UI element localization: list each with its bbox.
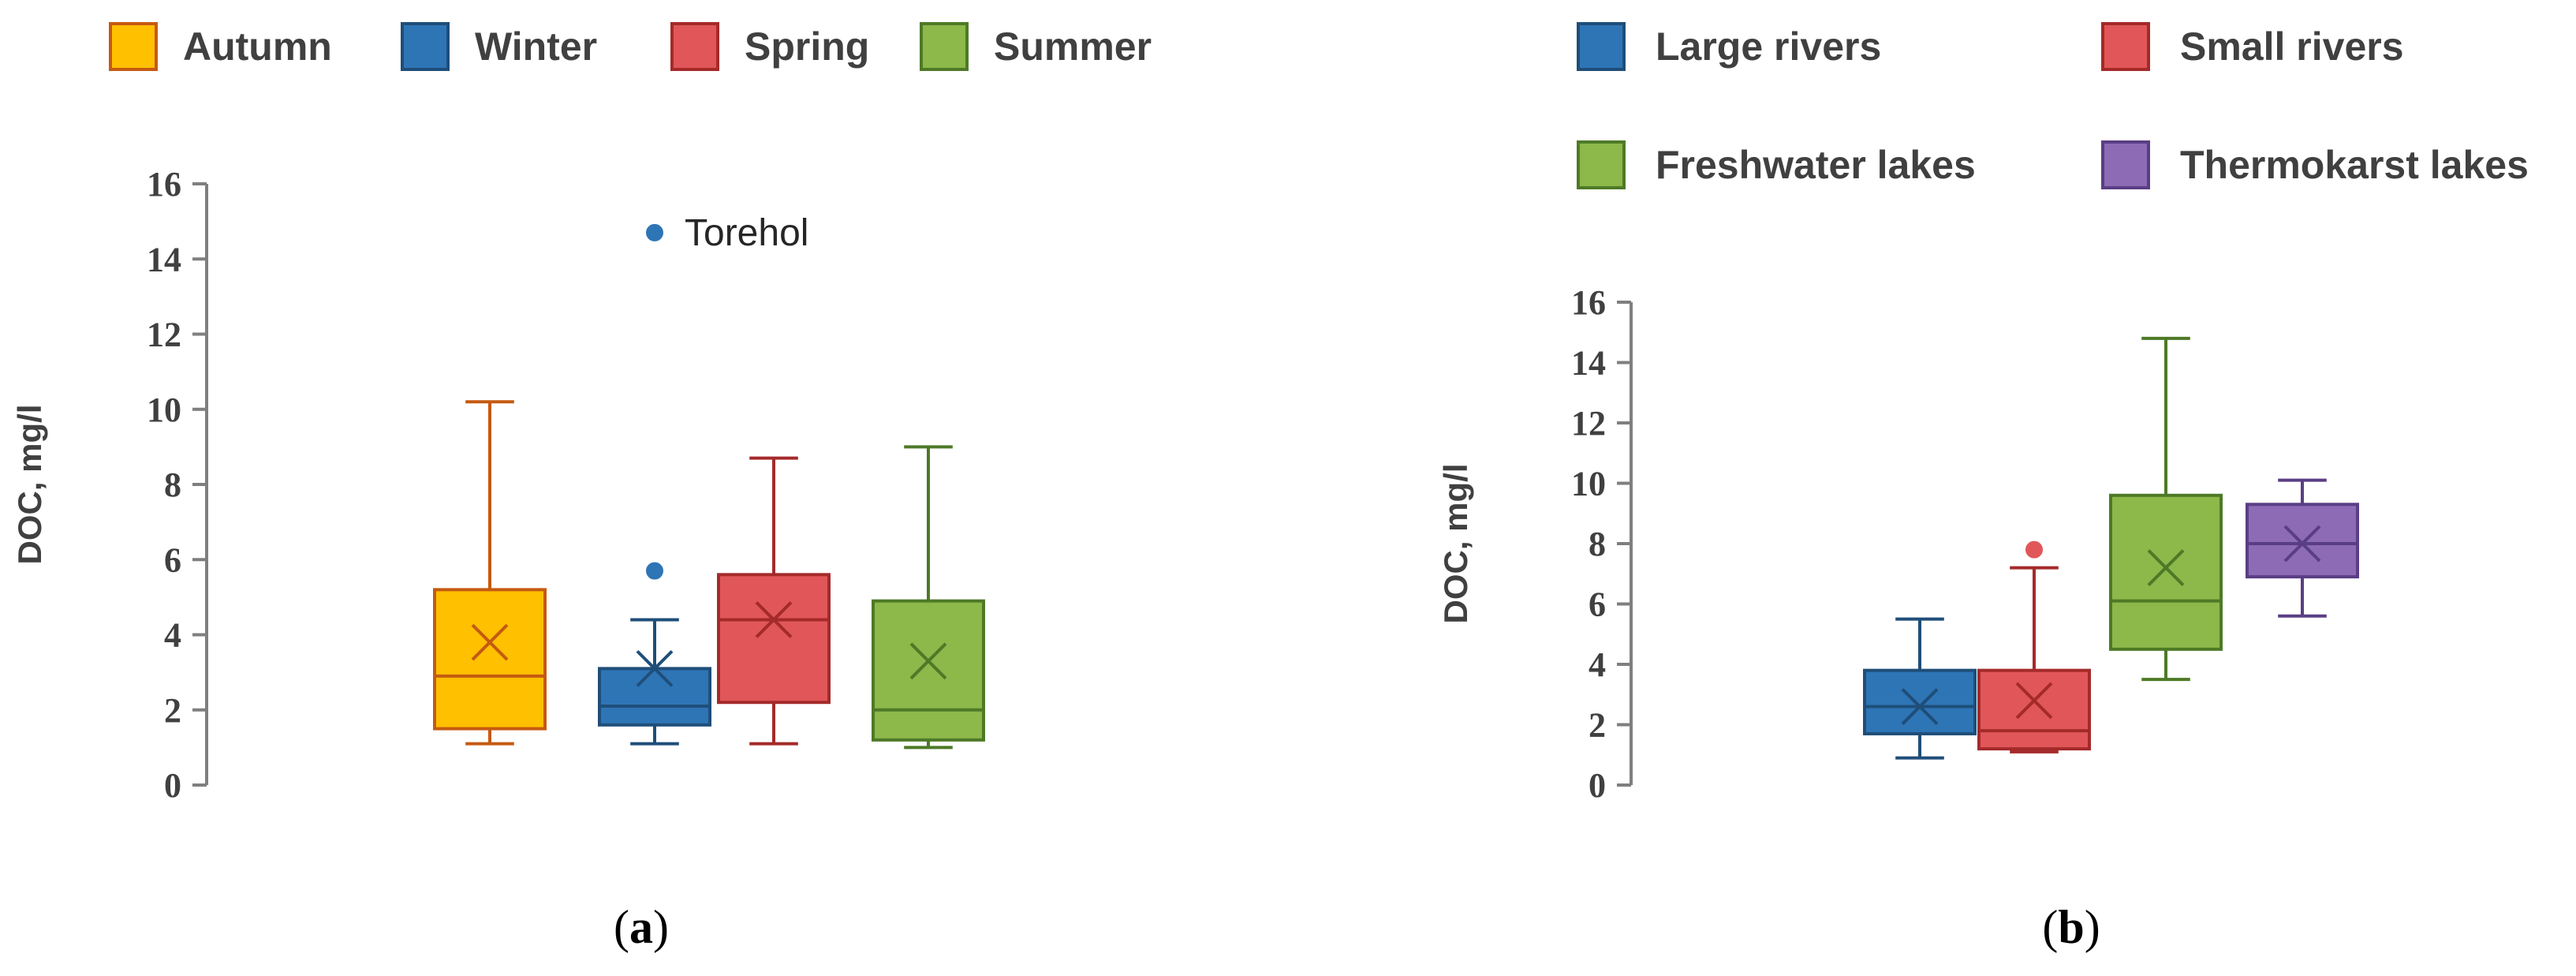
iqr-box (2109, 493, 2223, 651)
y-tick-label: 6 (164, 540, 181, 579)
legend-item-thermokarst-lakes: Thermokarst lakes (2101, 140, 2529, 189)
legend-item-large-rivers: Large rivers (1577, 22, 1881, 71)
panel-label-part: ) (653, 901, 669, 953)
legend-label: Summer (994, 24, 1152, 69)
iqr-box (1863, 668, 1977, 735)
legend-item-summer: Summer (920, 22, 1152, 71)
box-small-rivers (1977, 539, 2091, 754)
box-summer (872, 445, 985, 750)
legend: Autumn Winter Spring Summer (109, 22, 1152, 71)
legend-swatch (401, 22, 450, 71)
y-tick-label: 16 (1571, 283, 1606, 322)
legend-label: Small rivers (2180, 24, 2404, 69)
legend-label: Large rivers (1656, 24, 1881, 69)
y-axis-title: DOC, mg/l (11, 404, 48, 564)
annotation-label: Torehol (685, 212, 808, 254)
legend-item-spring: Spring (670, 22, 869, 71)
y-tick-label: 12 (1571, 404, 1606, 443)
iqr-box (1977, 668, 2091, 751)
mean-marker (2147, 549, 2185, 587)
outlier-point (2024, 539, 2044, 560)
y-tick-label: 4 (164, 616, 181, 655)
y-axis: 0 2 4 6 8 10 12 14 16 DOC, mg/l (11, 165, 208, 805)
panel-label-part: ) (2085, 901, 2100, 953)
legend-swatch (1577, 140, 1626, 189)
mean-marker (636, 649, 674, 687)
y-tick-label: 14 (1571, 344, 1606, 383)
y-tick-label: 10 (1571, 465, 1606, 503)
box-winter (598, 222, 711, 746)
y-tick-label: 12 (147, 316, 181, 354)
y-tick-label: 0 (164, 766, 181, 805)
mean-marker (755, 601, 793, 638)
box-thermokarst-lakes (2246, 478, 2359, 618)
legend-swatch (920, 22, 969, 71)
panel-label: (a) (614, 901, 669, 953)
panel-label-part: ( (2042, 901, 2058, 953)
y-tick-label: 4 (1589, 645, 1606, 684)
y-tick-label: 8 (164, 466, 181, 504)
legend-label: Spring (745, 24, 869, 69)
outlier-point (644, 560, 665, 581)
legend-item-freshwater-lakes: Freshwater lakes (1577, 140, 1976, 189)
y-tick-label: 2 (164, 691, 181, 730)
y-axis: 0 2 4 6 8 10 12 14 16 DOC, mg/l (1437, 283, 1633, 805)
y-tick-label: 14 (147, 240, 181, 279)
y-tick-label: 0 (1589, 766, 1606, 805)
legend-label: Freshwater lakes (1656, 143, 1976, 187)
legend-swatch (670, 22, 719, 71)
iqr-box (2246, 503, 2359, 579)
legend-label: Autumn (183, 24, 332, 69)
y-axis-title: DOC, mg/l (1437, 463, 1474, 623)
legend-item-winter: Winter (401, 22, 597, 71)
legend-item-small-rivers: Small rivers (2101, 22, 2404, 71)
iqr-box (872, 599, 985, 742)
iqr-box (717, 573, 831, 705)
iqr-box (598, 667, 711, 727)
box-autumn (433, 400, 547, 746)
box-freshwater-lakes (2109, 336, 2223, 682)
panel-label-part: b (2058, 901, 2084, 953)
y-tick-label: 8 (1589, 525, 1606, 563)
legend-swatch (109, 22, 158, 71)
mean-marker (1901, 688, 1939, 725)
legend: Large rivers Small rivers Freshwater lakes… (1577, 22, 2529, 189)
iqr-box (433, 588, 547, 731)
panel-label-part: a (629, 901, 653, 953)
y-tick-label: 6 (1589, 585, 1606, 624)
y-tick-label: 16 (147, 165, 181, 204)
outlier-point (644, 222, 665, 243)
box-large-rivers (1863, 617, 1977, 760)
mean-marker (909, 642, 947, 680)
box-spring (717, 456, 831, 746)
y-tick-label: 2 (1589, 706, 1606, 745)
legend-item-autumn: Autumn (109, 22, 332, 71)
y-tick-label: 10 (147, 391, 181, 429)
mean-marker (2283, 525, 2321, 563)
legend-label: Thermokarst lakes (2180, 143, 2529, 187)
legend-swatch (2101, 140, 2150, 189)
legend-swatch (1577, 22, 1626, 71)
chart-panel-b: Large rivers Small rivers Freshwater lakes… (1437, 22, 2529, 953)
chart-panel-a: Autumn Winter Spring Summer 0 2 4 6 8 10 12 14 16 DOC… (11, 22, 1152, 953)
panel-label: (b) (2042, 901, 2100, 953)
mean-marker (471, 623, 509, 661)
panel-label-part: ( (614, 901, 629, 953)
legend-label: Winter (475, 24, 597, 69)
legend-swatch (2101, 22, 2150, 71)
mean-marker (2015, 682, 2053, 720)
